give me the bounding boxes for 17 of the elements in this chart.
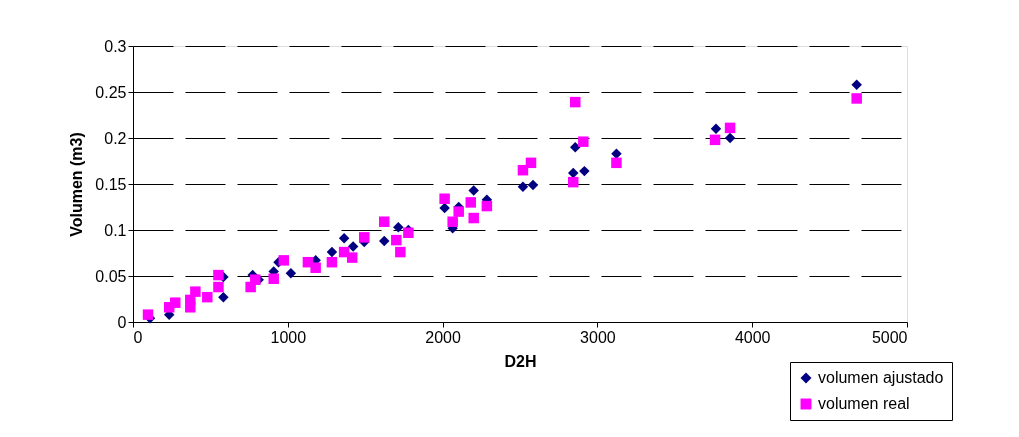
y-tick-label: 0.3 xyxy=(104,37,127,55)
x-tick-label: 1000 xyxy=(270,328,307,346)
y-tick-label: 0.05 xyxy=(95,267,127,285)
y-tick-label: 0.1 xyxy=(104,221,127,239)
y-tick-label: 0 xyxy=(117,313,127,331)
x-tick-label: 0 xyxy=(133,328,143,346)
x-tick-label: 5000 xyxy=(871,328,908,346)
y-tick-label: 0.15 xyxy=(95,175,127,193)
y-axis-title: Volumen (m3) xyxy=(68,132,86,237)
y-tick-label: 0.25 xyxy=(95,83,127,101)
legend-label: volumen ajustado xyxy=(818,369,944,386)
x-axis-title: D2H xyxy=(504,352,537,370)
x-tick-label: 4000 xyxy=(734,328,771,346)
legend-label: volumen real xyxy=(818,395,910,412)
x-tick-label: 2000 xyxy=(425,328,461,346)
x-tick-label: 3000 xyxy=(580,328,616,346)
y-tick-label: 0.2 xyxy=(104,129,127,147)
